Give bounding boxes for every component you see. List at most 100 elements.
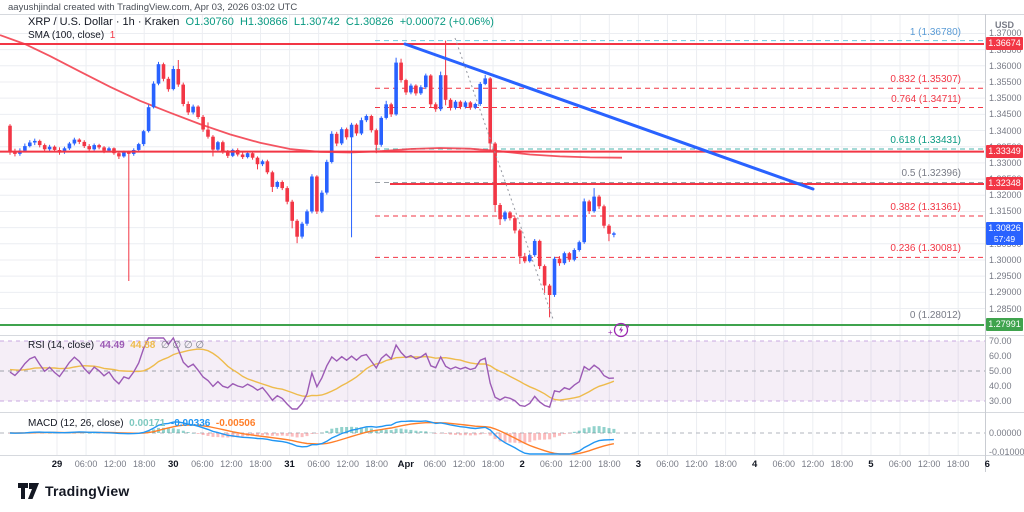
macd-histogram-bar bbox=[468, 433, 472, 436]
time-axis-label: 18:00 bbox=[249, 459, 272, 469]
macd-histogram-bar bbox=[241, 433, 245, 437]
sma-label: SMA (100, close) bbox=[28, 30, 105, 41]
macd-histogram-bar bbox=[389, 430, 393, 433]
macd-histogram-bar bbox=[275, 433, 279, 436]
macd-histogram-bar bbox=[592, 426, 596, 433]
symbol-legend-row[interactable]: XRP / U.S. Dollar · 1h · Kraken O1.30760… bbox=[28, 16, 494, 28]
macd-histogram-bar bbox=[548, 433, 552, 440]
macd-histogram-bar bbox=[256, 433, 259, 436]
tradingview-logo[interactable]: TradingView bbox=[18, 483, 129, 499]
time-axis-label: 5 bbox=[868, 459, 874, 470]
macd-histogram-bar bbox=[335, 427, 339, 433]
macd-histogram-bar bbox=[315, 433, 319, 434]
ohlc-open: O1.30760 bbox=[185, 16, 234, 28]
time-axis-label: 18:00 bbox=[598, 459, 621, 469]
flash-replay-icon[interactable]: + bbox=[608, 321, 630, 339]
macd-legend-row[interactable]: MACD (12, 26, close) 0.00171 -0.00336 -0… bbox=[28, 418, 255, 429]
price-tick-label: 1.32000 bbox=[989, 190, 1022, 201]
attribution-text: aayushjindal created with TradingView.co… bbox=[8, 2, 298, 13]
macd-histogram-bar bbox=[577, 430, 581, 433]
tradingview-logo-icon bbox=[18, 483, 39, 499]
price-axis-badge: 1.30826 57:49 bbox=[986, 222, 1023, 246]
macd-histogram-bar bbox=[211, 433, 215, 437]
rsi-legend-row[interactable]: RSI (14, close) 44.49 44.88 ∅ ∅ ∅ ∅ bbox=[28, 340, 204, 351]
descending-trendline bbox=[403, 42, 815, 191]
macd-histogram-bar bbox=[518, 433, 522, 444]
time-axis-label: 6 bbox=[984, 459, 990, 470]
price-rsi-separator[interactable] bbox=[0, 335, 1024, 336]
macd-histogram-bar bbox=[340, 427, 344, 433]
macd-histogram-bar bbox=[300, 433, 304, 438]
macd-histogram-bar bbox=[270, 433, 274, 436]
macd-histogram-bar bbox=[473, 433, 477, 436]
macd-histogram-bar bbox=[478, 433, 482, 435]
price-axis-badge: 1.32348 bbox=[986, 177, 1023, 190]
macd-histogram-bar bbox=[597, 426, 601, 433]
macd-histogram-bar bbox=[364, 427, 368, 433]
rsi-tick-label: 40.00 bbox=[989, 381, 1012, 391]
macd-histogram-bar bbox=[181, 430, 185, 433]
macd-histogram-bar bbox=[483, 433, 487, 434]
macd-tick-label: 0.00000 bbox=[989, 428, 1022, 438]
price-tick-label: 1.33000 bbox=[989, 157, 1022, 168]
macd-histogram-bar bbox=[305, 433, 309, 437]
macd-histogram-bar bbox=[191, 433, 195, 434]
macd-tick-label: -0.01000 bbox=[989, 447, 1024, 457]
rsi-macd-separator[interactable] bbox=[0, 412, 1024, 413]
macd-histogram-bar bbox=[196, 433, 200, 434]
price-axis-badge: 1.36674 bbox=[986, 37, 1023, 50]
macd-histogram-bar bbox=[424, 431, 428, 433]
time-axis-label: 29 bbox=[51, 459, 63, 470]
time-axis-label: 12:00 bbox=[220, 459, 243, 469]
time-axis-label: 18:00 bbox=[714, 459, 737, 469]
macd-label: MACD (12, 26, close) bbox=[28, 418, 124, 429]
macd-histogram-bar bbox=[330, 428, 334, 433]
sma-legend-row[interactable]: SMA (100, close) 1 bbox=[28, 30, 115, 41]
symbol-title: XRP / U.S. Dollar · 1h · Kraken bbox=[28, 16, 180, 28]
macd-histogram-bar bbox=[206, 433, 210, 436]
macd-histogram-bar bbox=[463, 433, 467, 436]
macd-histogram-bar bbox=[379, 430, 383, 433]
time-axis-label: 12:00 bbox=[452, 459, 476, 469]
macd-histogram-bar bbox=[384, 429, 388, 433]
time-axis-label: 18:00 bbox=[481, 459, 505, 469]
currency-label: USD bbox=[995, 20, 1015, 30]
time-axis-label: 18:00 bbox=[830, 459, 854, 469]
macd-histogram-bar bbox=[320, 432, 324, 434]
time-axis-label: 2 bbox=[519, 459, 525, 470]
macd-histogram-bar bbox=[602, 427, 606, 433]
chart-top-border bbox=[0, 14, 1024, 15]
macd-histogram-bar bbox=[92, 433, 96, 434]
time-axis-label: 12:00 bbox=[103, 459, 127, 469]
time-axis-label: Apr bbox=[397, 459, 415, 470]
candles-layer[interactable] bbox=[8, 40, 616, 318]
price-tick-label: 1.28500 bbox=[989, 303, 1022, 314]
macd-histogram-bar bbox=[310, 433, 314, 434]
rsi-line bbox=[9, 336, 614, 410]
macd-value: -0.00336 bbox=[170, 418, 211, 429]
macd-histogram-bar bbox=[533, 433, 537, 441]
macd-histogram-bar bbox=[394, 428, 398, 433]
price-tick-label: 1.37000 bbox=[989, 28, 1022, 39]
macd-histogram-bar bbox=[454, 433, 457, 435]
macd-histogram-bar bbox=[97, 433, 101, 434]
macd-histogram-bar bbox=[345, 427, 349, 433]
price-tick-label: 1.34000 bbox=[989, 125, 1022, 136]
time-axis-label: 18:00 bbox=[132, 459, 156, 469]
sma-value: 1 bbox=[109, 30, 116, 41]
lightning-glyph bbox=[619, 326, 624, 334]
rsi-tick-label: 60.00 bbox=[989, 351, 1012, 361]
macd-histogram-bar bbox=[404, 429, 408, 433]
price-axis[interactable]: USD 1.370001.365001.360001.355001.350001… bbox=[986, 14, 1024, 455]
macd-histogram-bar bbox=[261, 433, 264, 436]
rsi-ma-line bbox=[9, 348, 615, 401]
ohlc-low: L1.30742 bbox=[293, 16, 340, 28]
macd-histogram-bar bbox=[444, 433, 448, 434]
price-tick-label: 1.35000 bbox=[989, 93, 1022, 104]
price-axis-badge: 1.27991 bbox=[986, 318, 1023, 331]
time-axis[interactable]: 29 06:00 12:00 18:00 30 06:00 12:00 18:00 31 06:0… bbox=[0, 456, 1024, 472]
time-axis-label: 3 bbox=[635, 459, 642, 470]
ohlc-high: H1.30866 bbox=[239, 16, 288, 28]
price-tick-label: 1.30000 bbox=[989, 254, 1022, 265]
